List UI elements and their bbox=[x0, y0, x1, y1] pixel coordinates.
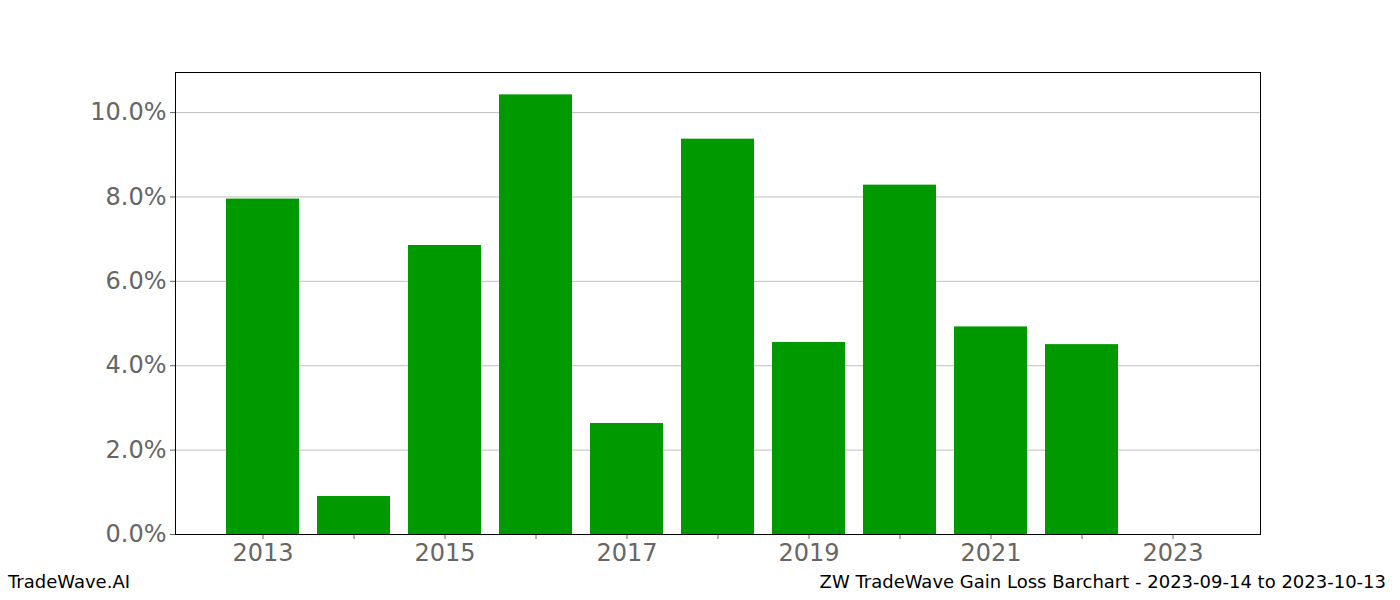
svg-text:2023: 2023 bbox=[1142, 539, 1203, 565]
svg-text:2015: 2015 bbox=[414, 539, 475, 565]
svg-text:4.0%: 4.0% bbox=[106, 351, 167, 379]
svg-text:0.0%: 0.0% bbox=[106, 520, 167, 548]
svg-text:2019: 2019 bbox=[778, 539, 839, 565]
svg-text:2013: 2013 bbox=[232, 539, 293, 565]
svg-text:2021: 2021 bbox=[960, 539, 1021, 565]
html-text:ZW TradeWave Gain Loss Barchar: ZW TradeWave Gain Loss Barchart - 2023-0… bbox=[819, 571, 1386, 592]
svg-text:8.0%: 8.0% bbox=[106, 183, 167, 211]
svg-text:2017: 2017 bbox=[596, 539, 657, 565]
svg-text:6.0%: 6.0% bbox=[106, 267, 167, 295]
svg-text:2.0%: 2.0% bbox=[106, 436, 167, 464]
html-text:TradeWave.AI: TradeWave.AI bbox=[8, 571, 130, 592]
svg-text:10.0%: 10.0% bbox=[90, 98, 166, 126]
